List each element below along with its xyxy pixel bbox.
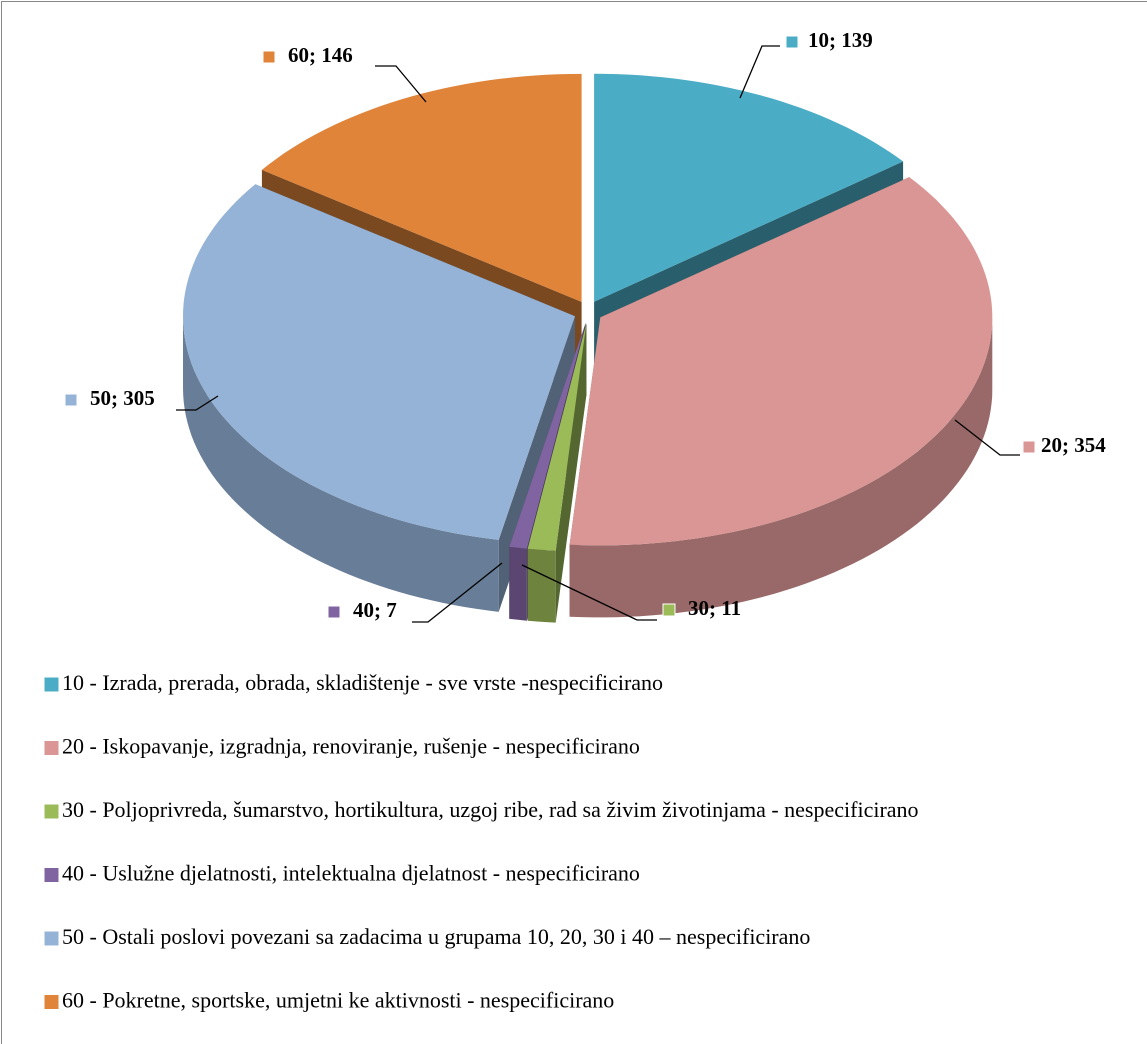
legend-label: 50 - Ostali poslovi povezani sa zadacima… <box>62 924 810 949</box>
data-label: 10; 139 <box>808 28 873 52</box>
legend-swatch <box>43 740 60 756</box>
slice-side <box>509 546 527 621</box>
legend-swatch <box>43 867 60 883</box>
slice <box>183 184 575 540</box>
legend-swatch <box>43 803 60 820</box>
label-swatch <box>64 393 78 407</box>
legend-label: 60 - Pokretne, sportske, umjetni ke akti… <box>62 988 614 1013</box>
legend-label: 10 - Izrada, prerada, obrada, skladišten… <box>62 670 663 695</box>
legend-swatch <box>43 994 60 1010</box>
slice <box>594 73 904 302</box>
legend-label: 40 - Uslužne djelatnosti, intelektualna … <box>62 861 640 886</box>
data-label: 40; 7 <box>353 598 397 622</box>
slice-side <box>183 316 499 612</box>
data-label: 60; 146 <box>288 43 353 67</box>
label-swatch <box>327 605 341 619</box>
data-label: 30; 11 <box>688 596 741 620</box>
leader-line <box>375 65 427 103</box>
legend-swatch <box>43 676 60 693</box>
leader-line <box>176 395 219 411</box>
leader-line <box>954 419 1020 456</box>
slice <box>569 177 993 546</box>
leader-line <box>739 45 780 99</box>
label-swatch <box>785 35 799 49</box>
slice-side <box>527 548 556 623</box>
leader-line <box>412 562 503 623</box>
data-label: 20; 354 <box>1041 433 1106 457</box>
legend-swatch <box>43 930 60 947</box>
slice <box>527 323 587 551</box>
leader-line <box>521 564 657 621</box>
slice-side <box>569 317 993 618</box>
slice <box>261 73 582 302</box>
label-swatch <box>1022 440 1036 454</box>
label-swatch <box>262 50 276 64</box>
data-label: 50; 305 <box>90 386 155 410</box>
legend-label: 30 - Poljoprivreda, šumarstvo, hortikult… <box>62 797 919 822</box>
legend-label: 20 - Iskopavanje, izgradnja, renoviranje… <box>62 734 640 759</box>
slice <box>509 323 586 549</box>
slice-side <box>509 323 586 619</box>
label-swatch <box>662 603 676 617</box>
